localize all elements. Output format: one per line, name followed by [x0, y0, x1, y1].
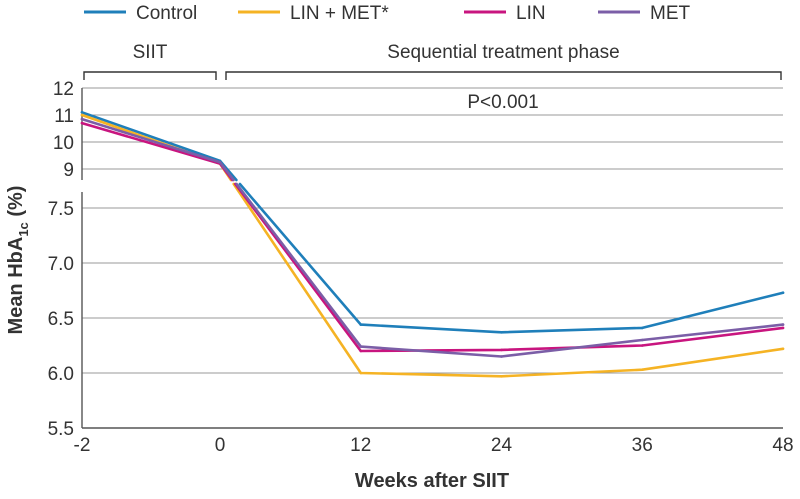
data-point: [500, 348, 503, 352]
data-point: [218, 161, 222, 164]
y-axis-title-subscript: 1c: [16, 222, 31, 236]
y-tick-label: 7.0: [48, 254, 74, 275]
phase-label: Sequential treatment phase: [387, 42, 619, 63]
data-point: [80, 113, 84, 117]
phase-label: SIIT: [133, 42, 168, 63]
y-axis-title: Mean HbA1c (%): [5, 186, 31, 335]
y-tick-label: 6.0: [48, 364, 74, 385]
phase-brackets: SIIT Sequential treatment phase: [83, 42, 782, 80]
legend-label: Control: [136, 3, 197, 24]
data-point: [359, 323, 363, 326]
y-tick-label: 12: [53, 79, 74, 100]
y-tick-label: 10: [53, 133, 74, 154]
data-point: [781, 291, 785, 295]
axes: [81, 88, 783, 429]
gridlines: [82, 87, 783, 429]
phase-bracket: [83, 71, 217, 80]
data-point: [781, 323, 785, 326]
data-point: [359, 371, 363, 375]
tick-labels: -2 0 12 24 36 48 12 11 10 9 7.5 7.0 6.5 6.0 5.5: [48, 79, 794, 456]
y-tick-label: 6.5: [48, 309, 74, 330]
data-point: [359, 345, 363, 348]
legend-label: LIN + MET*: [290, 3, 389, 24]
legend: Control LIN + MET* LIN MET: [84, 3, 691, 24]
y-tick-label: 5.5: [48, 419, 74, 440]
data-point: [641, 368, 644, 372]
y-tick-label: 11: [54, 106, 74, 127]
data-point: [641, 344, 644, 347]
legend-label: LIN: [516, 3, 546, 24]
series-line: [80, 121, 785, 353]
data-point: [359, 349, 363, 353]
data-point: [641, 326, 644, 330]
x-tick-label: 0: [215, 435, 226, 456]
y-axis-title-unit: (%): [5, 186, 27, 223]
y-tick-label: 7.5: [48, 199, 74, 220]
data-point: [641, 338, 644, 342]
x-tick-label: 48: [772, 435, 793, 456]
p-value-annotation: P<0.001: [467, 92, 538, 113]
x-tick-label: 36: [632, 435, 653, 456]
phase-bracket: [225, 71, 782, 80]
legend-label: MET: [650, 3, 691, 24]
data-point: [781, 326, 785, 330]
series-line: [80, 111, 785, 334]
x-axis-title: Weeks after SIIT: [355, 470, 509, 492]
x-tick-label: -2: [74, 435, 91, 456]
x-tick-label: 24: [491, 435, 513, 456]
x-tick-label: 12: [350, 435, 371, 456]
data-point: [80, 111, 84, 114]
data-point: [500, 375, 503, 378]
series-lines: [80, 111, 785, 378]
y-axis-title-main: Mean HbA: [5, 237, 27, 335]
data-point: [781, 347, 785, 351]
data-point: [80, 117, 84, 121]
y-tick-label: 9: [63, 160, 74, 181]
data-point: [80, 121, 84, 125]
data-point: [500, 355, 503, 358]
data-point: [500, 331, 503, 334]
